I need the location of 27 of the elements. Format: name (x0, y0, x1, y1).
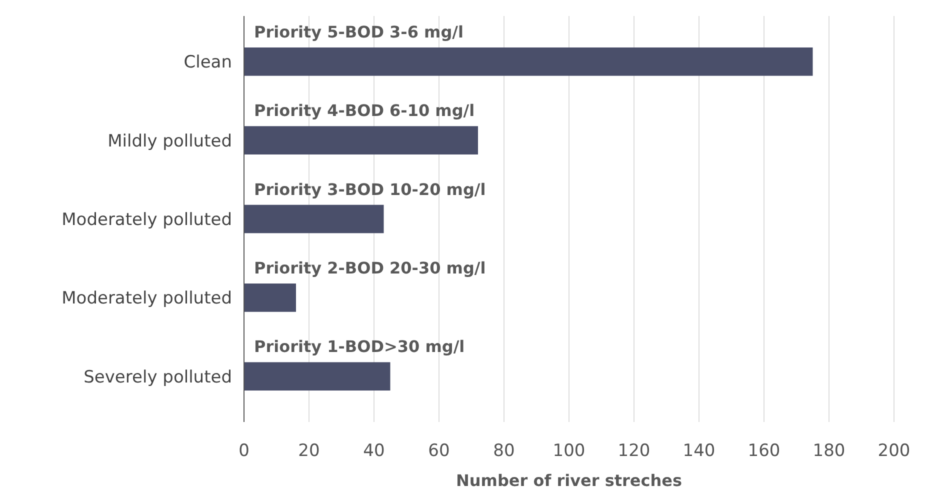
bar (244, 47, 813, 76)
annotation: Priority 3-BOD 10-20 mg/l (254, 180, 486, 199)
annotation: Priority 5-BOD 3-6 mg/l (254, 22, 464, 42)
x-tick-label: 20 (298, 441, 320, 461)
annotation: Priority 4-BOD 6-10 mg/l (254, 101, 475, 120)
x-tick-label: 140 (682, 441, 716, 461)
x-tick-label: 100 (552, 441, 586, 461)
annotation: Priority 2-BOD 20-30 mg/l (254, 258, 486, 278)
x-tick-label: 120 (618, 441, 650, 461)
x-axis-title: Number of river streches (456, 471, 682, 490)
y-tick-label: Clean (184, 52, 232, 73)
x-tick-label: 60 (428, 441, 450, 461)
y-tick-label: Moderately polluted (62, 210, 232, 230)
y-tick-label: Severely polluted (84, 367, 232, 388)
x-tick-label: 200 (878, 441, 910, 461)
x-tick-label: 40 (363, 441, 385, 461)
x-tick-label: 180 (812, 441, 846, 461)
x-tick-label: 160 (748, 441, 780, 461)
annotation: Priority 1-BOD>30 mg/l (254, 337, 465, 356)
y-tick-label: Moderately polluted (62, 288, 232, 309)
bar (244, 126, 478, 154)
y-tick-label: Mildly polluted (108, 131, 232, 152)
bar (244, 204, 384, 234)
x-tick-label: 0 (238, 441, 250, 461)
x-tick-label: 80 (493, 441, 515, 461)
bar (244, 362, 390, 391)
bar (244, 284, 296, 312)
